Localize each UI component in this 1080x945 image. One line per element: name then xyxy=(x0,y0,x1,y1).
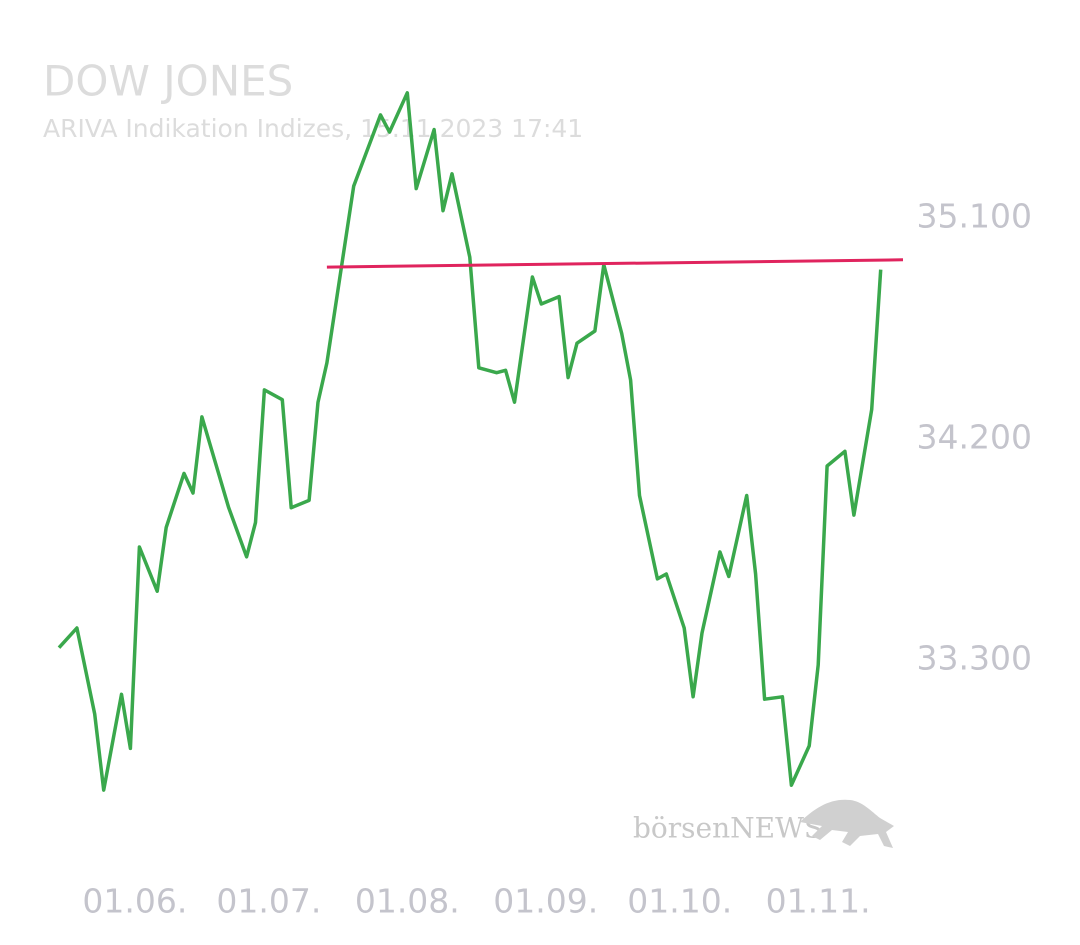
watermark: börsenNEWS xyxy=(633,799,894,848)
x-tick-label: 01.08. xyxy=(355,882,460,921)
y-tick-label: 34.200 xyxy=(917,418,1032,457)
watermark-bull xyxy=(800,799,894,848)
price-line xyxy=(57,91,883,792)
x-tick-label: 01.07. xyxy=(216,882,321,921)
y-tick-label: 35.100 xyxy=(917,197,1032,236)
x-tick-label: 01.06. xyxy=(82,882,187,921)
x-tick-label: 01.09. xyxy=(493,882,598,921)
x-tick-label: 01.11. xyxy=(766,882,871,921)
reference-line xyxy=(326,258,904,269)
y-tick-label: 33.300 xyxy=(917,638,1032,677)
x-tick-label: 01.10. xyxy=(627,882,732,921)
chart-title: DOW JONES xyxy=(43,57,293,106)
chart-subtitle: ARIVA Indikation Indizes, 15.11.2023 17:… xyxy=(43,114,583,143)
watermark-text: börsenNEWS xyxy=(633,812,823,845)
